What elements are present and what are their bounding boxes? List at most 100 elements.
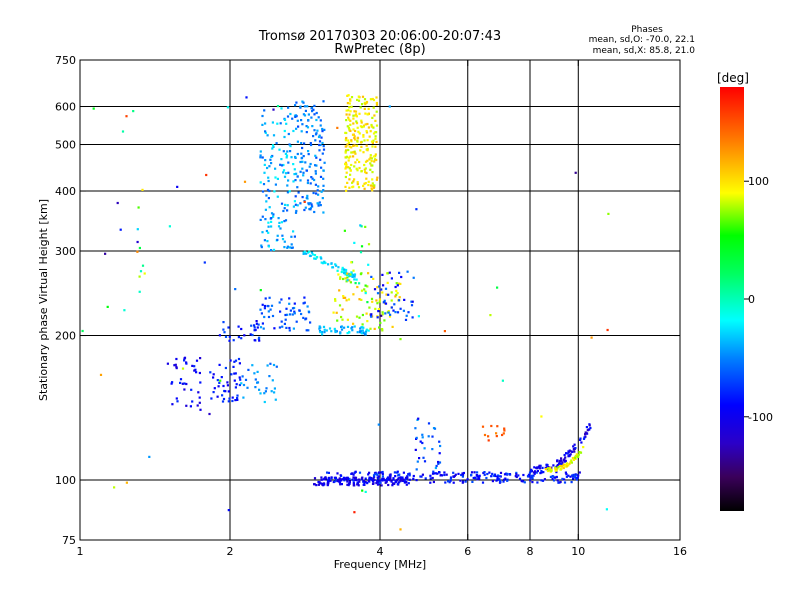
x-tick-label: 4 (377, 545, 384, 558)
data-point (361, 95, 365, 98)
data-point (321, 141, 324, 145)
data-point (374, 307, 377, 310)
data-point (289, 246, 292, 249)
data-point (346, 279, 349, 282)
data-point (345, 189, 348, 192)
data-point (503, 473, 507, 476)
data-point (352, 185, 355, 188)
data-point (355, 167, 358, 170)
data-point (353, 135, 356, 138)
data-point (326, 482, 329, 485)
data-point (293, 310, 296, 313)
y-tick-label: 300 (55, 245, 76, 258)
data-point (141, 188, 144, 191)
x-tick-label: 8 (527, 545, 534, 558)
data-point (568, 453, 571, 456)
data-point (356, 136, 359, 139)
data-point (264, 130, 267, 133)
data-point (308, 311, 311, 314)
data-point (401, 476, 404, 479)
data-point (352, 484, 355, 487)
data-point (271, 379, 274, 382)
data-point (338, 480, 341, 483)
data-point (255, 320, 258, 323)
data-point (265, 387, 268, 390)
data-point (390, 480, 393, 483)
data-point (314, 257, 317, 260)
data-point (372, 477, 375, 480)
data-point (366, 149, 369, 152)
data-point (549, 475, 552, 478)
data-point (260, 312, 263, 315)
data-point (258, 388, 261, 391)
data-point (349, 273, 352, 276)
y-tick-label: 400 (55, 185, 76, 198)
data-point (571, 457, 574, 460)
data-point (374, 135, 377, 138)
data-point (342, 478, 345, 481)
data-point (582, 446, 585, 449)
data-point (320, 257, 323, 260)
data-point (340, 328, 344, 331)
data-point (286, 246, 289, 249)
y-axis-label: Stationary phase Virtual Height [km] (37, 199, 50, 401)
data-point (226, 381, 229, 384)
data-point (470, 471, 474, 474)
data-point (567, 474, 570, 477)
data-point (318, 134, 321, 137)
data-point (571, 450, 574, 453)
data-point (292, 205, 295, 208)
data-point (299, 105, 302, 108)
data-point (310, 176, 313, 179)
data-point (314, 172, 317, 175)
data-point (366, 285, 369, 288)
data-point (260, 244, 263, 247)
data-point (353, 165, 356, 168)
data-point (325, 477, 328, 480)
data-point (572, 458, 575, 461)
data-point (285, 156, 288, 159)
data-point (355, 315, 359, 318)
data-point (387, 310, 390, 313)
data-point (537, 465, 540, 469)
data-point (330, 476, 333, 479)
data-point (267, 245, 270, 248)
data-point (393, 471, 396, 474)
data-point (367, 473, 370, 476)
data-point (175, 397, 178, 400)
data-point (470, 473, 473, 476)
data-point (271, 147, 274, 150)
data-point (352, 180, 355, 183)
data-point (263, 304, 267, 308)
data-point (364, 284, 367, 287)
data-point (554, 476, 557, 479)
data-point (544, 466, 547, 469)
data-point (350, 261, 353, 264)
data-point (541, 479, 545, 482)
data-point (533, 466, 536, 469)
data-point (535, 467, 538, 470)
data-point (558, 461, 561, 464)
data-point (240, 382, 243, 385)
data-point (263, 163, 266, 166)
data-point (367, 183, 370, 187)
data-point (344, 151, 347, 154)
data-point (352, 476, 355, 479)
data-point (346, 181, 349, 184)
data-point (314, 170, 317, 173)
data-point (504, 477, 507, 480)
data-point (274, 176, 277, 179)
data-point (255, 322, 258, 325)
data-point (299, 160, 302, 164)
data-point (292, 230, 295, 233)
data-point (274, 183, 277, 186)
data-point (195, 371, 198, 374)
data-point (496, 475, 499, 479)
data-point (261, 190, 265, 193)
data-point (360, 326, 363, 329)
data-point (234, 359, 238, 362)
data-point (213, 387, 216, 390)
data-point (314, 164, 317, 167)
data-point (396, 284, 399, 287)
data-point (278, 326, 281, 329)
